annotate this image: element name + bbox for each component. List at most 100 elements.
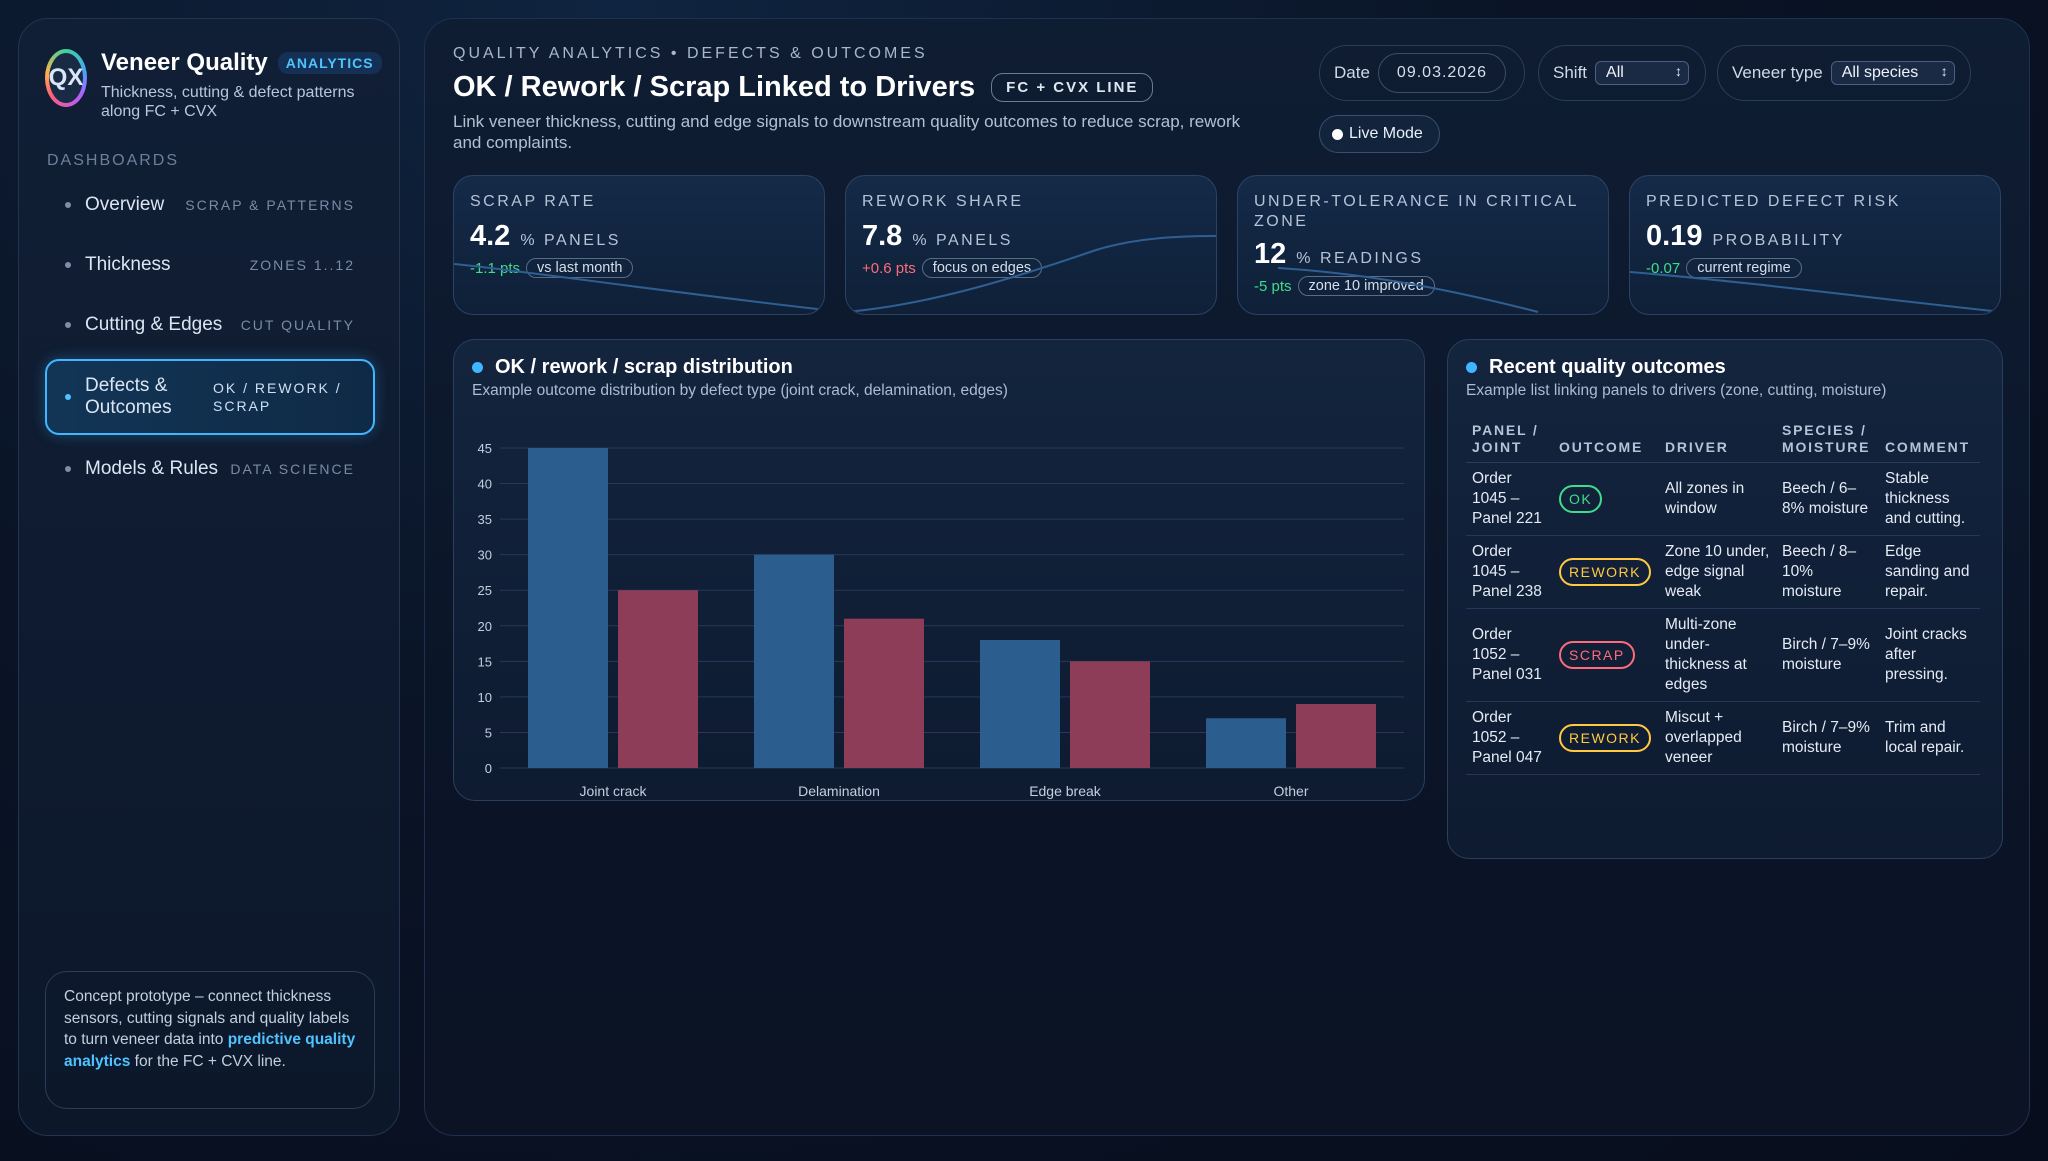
panel-cell: Order 1052 – Panel 031 xyxy=(1466,608,1553,702)
table-header-row: PANEL / JOINT OUTCOME DRIVER SPECIES / M… xyxy=(1466,420,1980,463)
veneer-filter: Veneer type All species xyxy=(1717,45,1971,101)
eyebrow: QUALITY ANALYTICS • DEFECTS & OUTCOMES xyxy=(453,45,928,62)
kpi-sparkline xyxy=(1277,267,1539,313)
table-row[interactable]: Order 1045 – Panel 238 REWORK Zone 10 un… xyxy=(1466,535,1980,609)
column-header: DRIVER xyxy=(1659,420,1776,463)
distribution-panel: OK / rework / scrap distribution Example… xyxy=(453,339,1425,801)
live-mode-button[interactable]: Live Mode xyxy=(1319,115,1440,153)
comment-cell: Joint cracks after pressing. xyxy=(1879,608,1980,702)
table-row[interactable]: Order 1045 – Panel 221 OK All zones in w… xyxy=(1466,462,1980,536)
kpi-unit: PROBABILITY xyxy=(1712,232,1845,249)
sidebar-item-cutting-edges[interactable]: Cutting & Edges CUT QUALITY xyxy=(45,299,375,351)
table-row[interactable]: Order 1052 – Panel 031 SCRAP Multi-zone … xyxy=(1466,608,1980,702)
kpi-value: 12 xyxy=(1254,238,1287,270)
live-mode-label: Live Mode xyxy=(1349,125,1423,142)
y-tick-label: 20 xyxy=(478,619,492,634)
comment-cell: Stable thickness and cutting. xyxy=(1879,462,1980,536)
panel-subtitle: Example outcome distribution by defect t… xyxy=(472,382,1008,399)
sidebar-nav: Overview SCRAP & PATTERNS Thickness ZONE… xyxy=(45,179,375,503)
sidebar-item-models-rules[interactable]: Models & Rules DATA SCIENCE xyxy=(45,443,375,495)
bullet-icon xyxy=(65,466,71,472)
brand-title: Veneer Quality xyxy=(101,49,268,76)
y-tick-label: 35 xyxy=(478,512,492,527)
column-header: OUTCOME xyxy=(1553,420,1659,463)
bar-scrap-edge-break xyxy=(1070,661,1150,768)
y-tick-label: 25 xyxy=(478,583,492,598)
kpi-unit: % PANELS xyxy=(912,232,1013,249)
y-tick-label: 30 xyxy=(478,548,492,563)
logo-text: QX xyxy=(48,64,84,91)
panel-dot-icon xyxy=(472,362,483,373)
sidebar-item-overview[interactable]: Overview SCRAP & PATTERNS xyxy=(45,179,375,231)
kpi-unit: % PANELS xyxy=(520,232,621,249)
panel-title: Recent quality outcomes xyxy=(1489,356,1726,378)
driver-cell: Multi-zone under-thickness at edges xyxy=(1659,608,1776,702)
driver-cell: All zones in window xyxy=(1659,462,1776,536)
live-indicator-icon xyxy=(1332,128,1343,140)
date-filter: Date 09.03.2026 xyxy=(1319,45,1525,101)
sidebar-item-tag: ZONES 1..12 xyxy=(249,257,355,273)
brand-subtitle: Thickness, cutting & defect patterns alo… xyxy=(101,84,355,120)
sidebar: QX Veneer Quality ANALYTICS Thickness, c… xyxy=(18,18,400,1136)
kpi-label: SCRAP RATE xyxy=(470,193,596,210)
species-cell: Beech / 6–8% moisture xyxy=(1776,462,1879,536)
bullet-icon xyxy=(65,262,71,268)
y-tick-label: 45 xyxy=(478,441,492,456)
outcome-badge: REWORK xyxy=(1559,558,1651,586)
date-input[interactable]: 09.03.2026 xyxy=(1377,53,1506,93)
kpi-label: REWORK SHARE xyxy=(862,193,1024,210)
bullet-icon xyxy=(65,202,71,208)
x-tick-label: Joint crack xyxy=(580,783,648,799)
kpi-chip: vs last month xyxy=(526,258,634,278)
bar-scrap-delamination xyxy=(844,618,924,768)
kpi-label: UNDER-TOLERANCE IN CRITICAL ZONE xyxy=(1254,193,1579,230)
x-tick-label: Delamination xyxy=(798,783,880,799)
concept-note: Concept prototype – connect thickness se… xyxy=(45,971,375,1109)
x-tick-label: Edge break xyxy=(1029,783,1102,799)
kpi-chip: current regime xyxy=(1686,258,1802,278)
sidebar-item-tag: SCRAP & PATTERNS xyxy=(185,197,355,213)
sidebar-item-defects-outcomes[interactable]: Defects & Outcomes OK / REWORK / SCRAP xyxy=(45,359,375,435)
kpi-defect-risk: PREDICTED DEFECT RISK 0.19 PROBABILITY -0… xyxy=(1629,175,2001,315)
kpi-unit: % READINGS xyxy=(1296,250,1424,267)
kpi-scrap-rate: SCRAP RATE 4.2% PANELS -1.1 pts vs last m… xyxy=(453,175,825,315)
sidebar-item-tag: DATA SCIENCE xyxy=(230,461,355,477)
species-cell: Birch / 7–9% moisture xyxy=(1776,608,1879,702)
bar-rework-joint-crack xyxy=(528,448,608,768)
species-cell: Beech / 8–10% moisture xyxy=(1776,535,1879,609)
sidebar-item-label: Defects & Outcomes xyxy=(85,375,172,418)
veneer-select[interactable]: All species xyxy=(1830,61,1955,85)
column-header: SPECIES / MOISTURE xyxy=(1776,420,1879,463)
kpi-sparkline xyxy=(846,235,1216,313)
kpi-value: 0.19 xyxy=(1646,220,1703,252)
panel-cell: Order 1052 – Panel 047 xyxy=(1466,701,1553,775)
table-row[interactable]: Order 1052 – Panel 047 REWORK Miscut + o… xyxy=(1466,701,1980,775)
outcomes-panel: Recent quality outcomes Example list lin… xyxy=(1447,339,2003,859)
driver-cell: Zone 10 under, edge signal weak xyxy=(1659,535,1776,609)
sidebar-item-label: Overview xyxy=(85,194,165,215)
shift-label: Shift xyxy=(1553,63,1588,82)
page-title: OK / Rework / Scrap Linked to Drivers xyxy=(453,71,976,103)
line-badge: FC + CVX LINE xyxy=(991,73,1154,102)
species-cell: Birch / 7–9% moisture xyxy=(1776,701,1879,775)
kpi-rework-share: REWORK SHARE 7.8% PANELS +0.6 pts focus o… xyxy=(845,175,1217,315)
kpi-under-tolerance: UNDER-TOLERANCE IN CRITICAL ZONE 12 % REA… xyxy=(1237,175,1609,315)
kpi-sparkline xyxy=(1630,271,2000,313)
main-panel: QUALITY ANALYTICS • DEFECTS & OUTCOMES O… xyxy=(424,18,2030,1136)
comment-cell: Trim and local repair. xyxy=(1879,701,1980,775)
kpi-delta: -0.07 xyxy=(1646,259,1681,277)
kpi-value: 4.2 xyxy=(470,220,511,252)
panel-subtitle: Example list linking panels to drivers (… xyxy=(1466,382,1887,399)
brand: QX Veneer Quality ANALYTICS Thickness, c… xyxy=(45,49,391,121)
sidebar-item-thickness[interactable]: Thickness ZONES 1..12 xyxy=(45,239,375,291)
panel-cell: Order 1045 – Panel 221 xyxy=(1466,462,1553,536)
bullet-icon xyxy=(65,394,71,400)
shift-select[interactable]: All xyxy=(1595,61,1690,85)
date-label: Date xyxy=(1334,63,1370,82)
kpi-value: 7.8 xyxy=(862,220,903,252)
note-text-end: for the FC + CVX line. xyxy=(130,1052,286,1070)
bullet-icon xyxy=(65,322,71,328)
note-highlight[interactable]: predictive quality analytics xyxy=(64,1031,356,1070)
veneer-label: Veneer type xyxy=(1732,63,1823,82)
sidebar-item-label: Models & Rules xyxy=(85,458,219,479)
